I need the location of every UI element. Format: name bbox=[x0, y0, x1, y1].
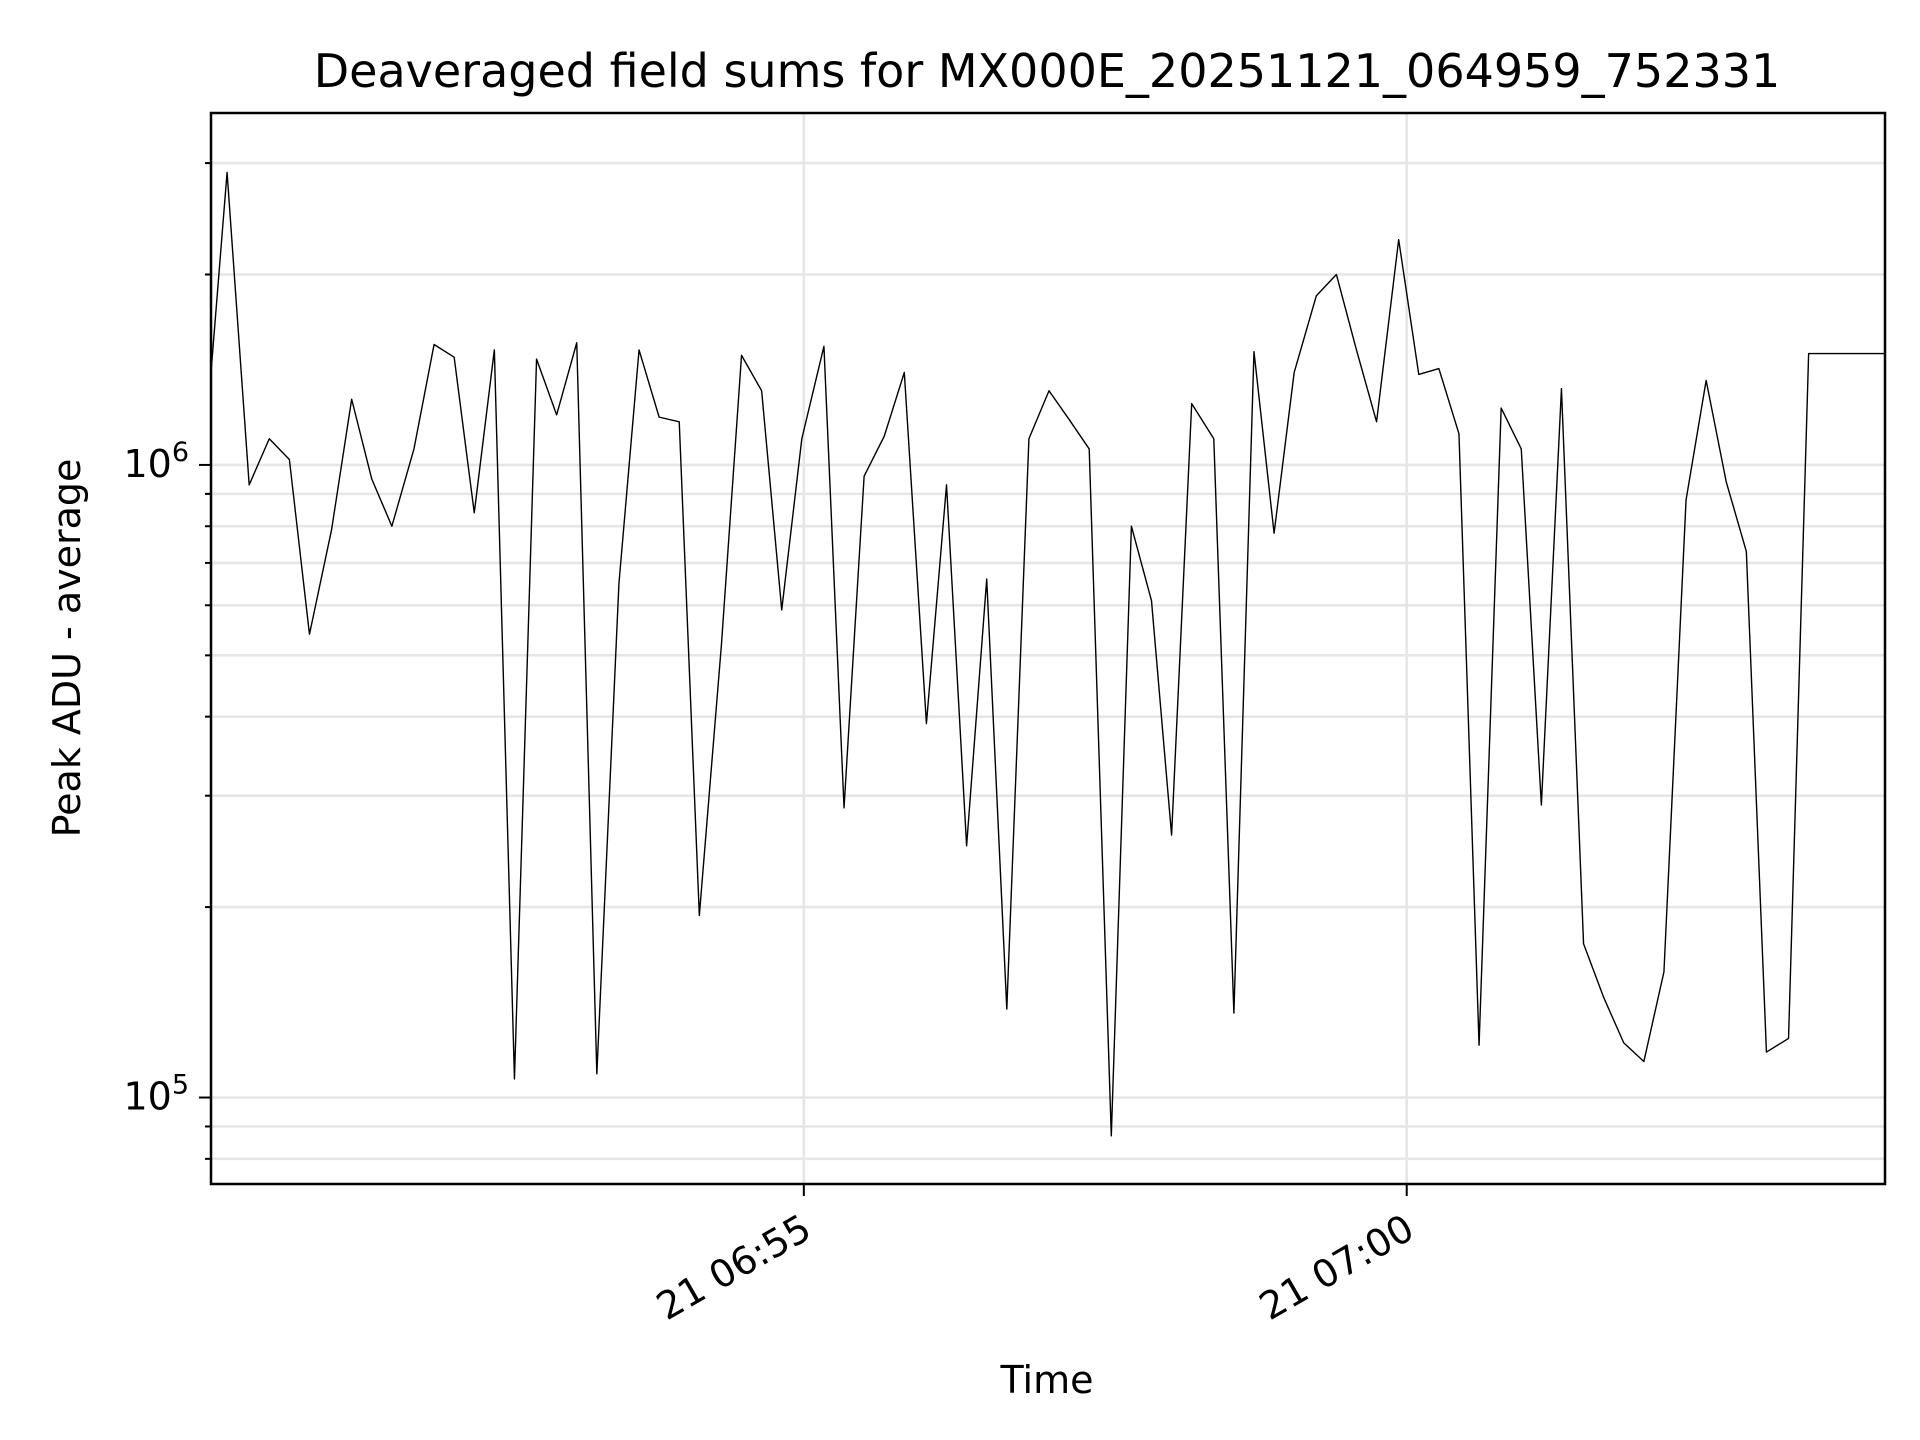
grid-lines bbox=[211, 113, 1885, 1184]
y-tick-label: 105 bbox=[123, 1070, 189, 1119]
y-axis-label: Peak ADU - average bbox=[45, 459, 89, 838]
plot-frame bbox=[209, 111, 1887, 1186]
series-layer bbox=[210, 171, 1885, 1137]
chart-title: Deaveraged field sums for MX000E_2025112… bbox=[314, 44, 1781, 98]
x-axis-label: Time bbox=[1000, 1358, 1094, 1402]
y-axis-ticks: 105 106 bbox=[123, 162, 211, 1160]
y-tick-label: 106 bbox=[123, 437, 189, 486]
series-line bbox=[210, 171, 1885, 1137]
